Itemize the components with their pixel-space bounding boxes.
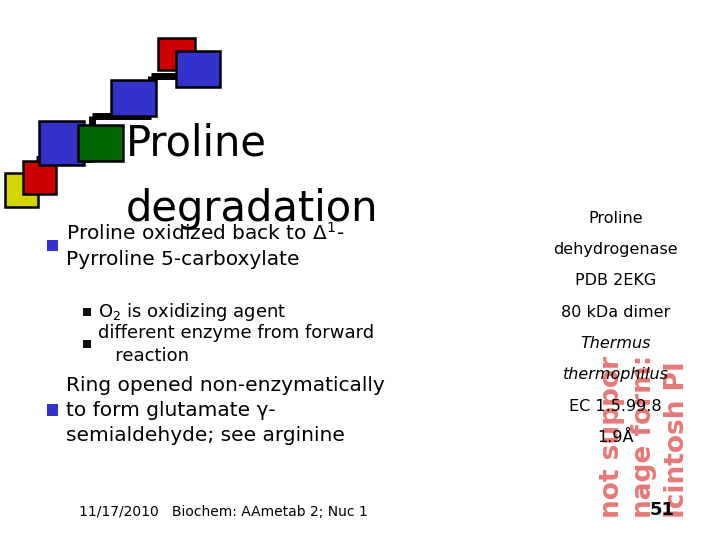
Text: Proline: Proline: [126, 123, 267, 165]
Bar: [176, 51, 220, 87]
Text: Proline oxidized back to $\Delta^1$-
Pyrroline 5-carboxylate: Proline oxidized back to $\Delta^1$- Pyr…: [66, 222, 344, 269]
Text: degradation: degradation: [126, 187, 379, 230]
Bar: [23, 160, 56, 194]
Text: PDB 2EKG: PDB 2EKG: [575, 273, 656, 288]
Text: Thermus: Thermus: [580, 336, 651, 351]
Text: dehydrogenase: dehydrogenase: [553, 242, 678, 257]
Bar: [111, 80, 156, 117]
Text: not suppor: not suppor: [599, 356, 625, 518]
Text: Icintosh PI: Icintosh PI: [664, 362, 690, 518]
Text: Ring opened non-enzymatically
to form glutamate γ-
semialdehyde; see arginine: Ring opened non-enzymatically to form gl…: [66, 375, 384, 444]
Text: 51: 51: [650, 502, 675, 519]
Text: 11/17/2010   Biochem: AAmetab 2; Nuc 1: 11/17/2010 Biochem: AAmetab 2; Nuc 1: [78, 505, 368, 519]
Bar: [83, 308, 91, 316]
Bar: [39, 121, 84, 165]
Text: 1.9Å: 1.9Å: [598, 430, 634, 445]
Text: EC 1.5.99.8: EC 1.5.99.8: [570, 399, 662, 414]
Bar: [83, 340, 91, 348]
Bar: [78, 125, 123, 161]
Text: different enzyme from forward
   reaction: different enzyme from forward reaction: [98, 323, 374, 365]
Bar: [47, 240, 58, 251]
Text: 80 kDa dimer: 80 kDa dimer: [561, 305, 670, 320]
Bar: [47, 404, 58, 416]
Bar: [158, 38, 194, 70]
Text: thermophilus: thermophilus: [562, 367, 669, 382]
Bar: [5, 173, 38, 207]
Text: O$_2$ is oxidizing agent: O$_2$ is oxidizing agent: [98, 301, 287, 323]
Text: nage form:: nage form:: [631, 355, 657, 518]
Text: Proline: Proline: [588, 211, 643, 226]
